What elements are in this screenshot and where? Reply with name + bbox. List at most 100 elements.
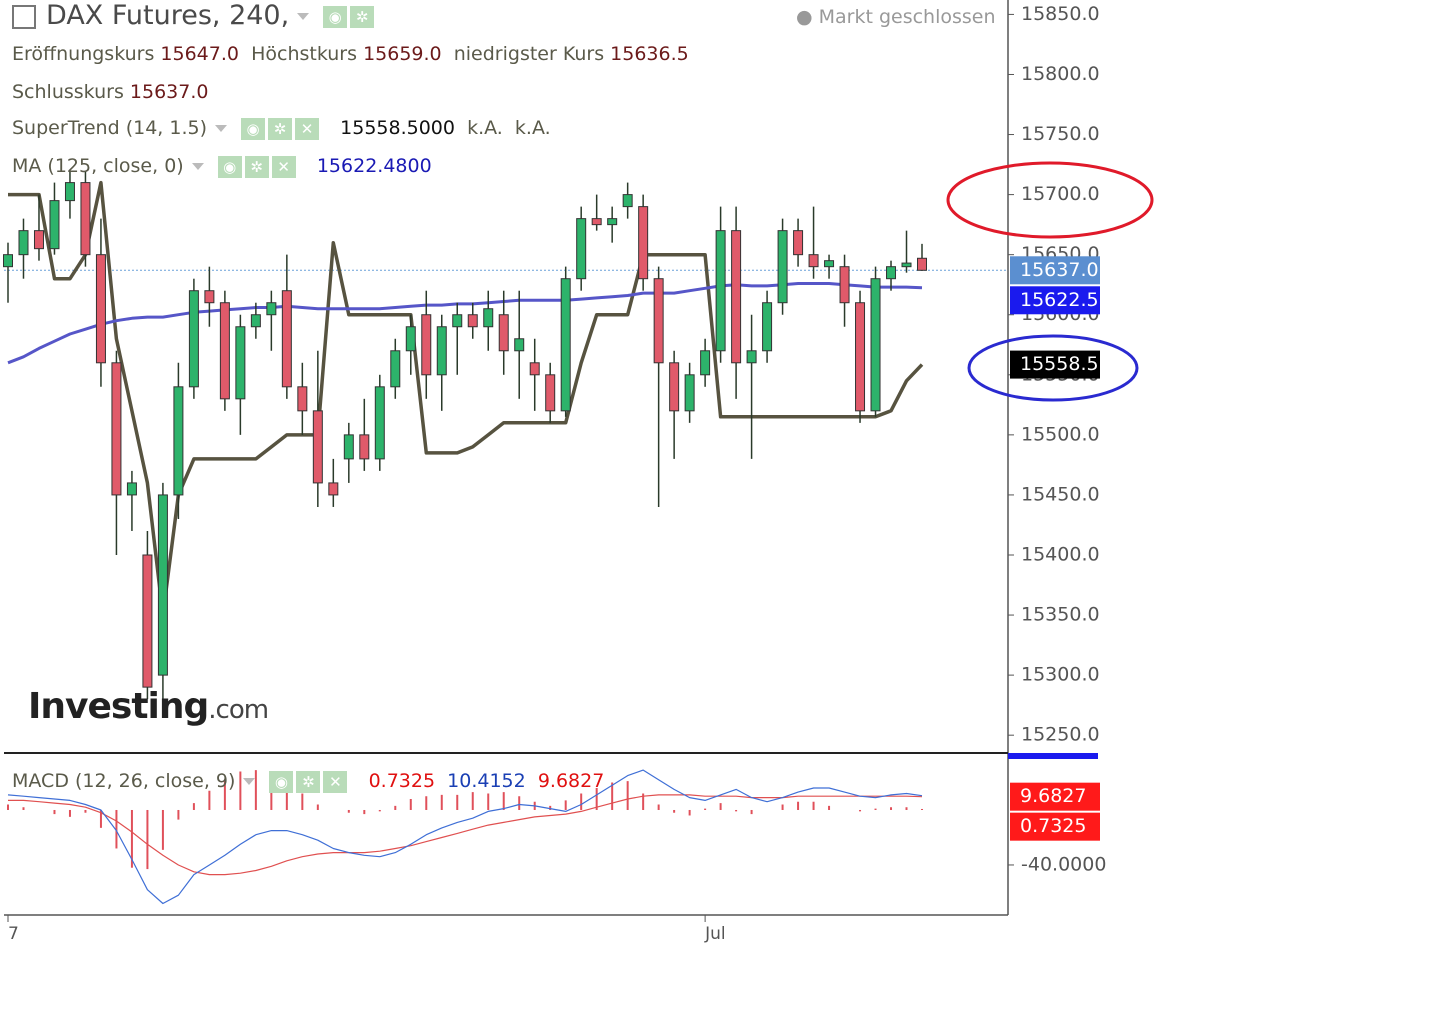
dropdown[interactable] — [297, 13, 310, 20]
candle-body — [591, 218, 602, 226]
candle-body — [901, 262, 912, 268]
market-status: Markt geschlossen — [818, 6, 996, 28]
y-tick-label: 15350.0 — [1021, 604, 1100, 626]
candle-body — [793, 230, 804, 256]
watermark-domain: .com — [208, 695, 269, 725]
annotation-circle — [967, 334, 1139, 402]
price-marker — [1010, 256, 1100, 285]
candle-body — [638, 206, 649, 280]
indicator-name: MACD (12, 26, close, 9) — [12, 770, 236, 792]
eye-icon[interactable]: ◉ — [241, 117, 266, 140]
candle-body — [746, 350, 757, 364]
candle-body — [467, 314, 478, 328]
candle-body — [607, 218, 618, 226]
y-tick-label: 15450.0 — [1021, 483, 1100, 505]
chart-title: DAX Futures, 240, — [46, 0, 290, 31]
dropdown[interactable] — [191, 163, 204, 170]
candle-body — [219, 302, 230, 400]
indicator-value: 15622.4800 — [316, 155, 432, 177]
candle-body — [3, 254, 13, 268]
macd-row: MACD (12, 26, close, 9) ◉ ✲ ✕ 0.7325 10.415… — [12, 770, 604, 793]
candle-body — [328, 482, 339, 496]
candle-body — [560, 278, 571, 412]
candle-body — [545, 374, 556, 412]
collapse-button[interactable] — [12, 4, 36, 29]
ohlc-label: niedrigster Kurs — [453, 43, 605, 65]
y-tick-label: 15300.0 — [1021, 664, 1100, 686]
candle-body — [855, 302, 866, 412]
y-tick-label: 15750.0 — [1021, 123, 1100, 145]
price-marker — [1010, 286, 1100, 315]
dropdown[interactable] — [215, 125, 228, 132]
y-tick-label: 15850.0 — [1021, 3, 1100, 25]
candle-body — [421, 314, 432, 376]
ma-line — [7, 282, 923, 365]
candle-body — [80, 182, 91, 256]
candle-body — [250, 314, 261, 328]
candle-body — [870, 278, 881, 412]
candle-body — [266, 302, 277, 316]
eye-icon[interactable]: ◉ — [323, 5, 348, 28]
candle-body — [669, 362, 680, 412]
gear-icon[interactable]: ✲ — [268, 117, 293, 140]
eye-icon[interactable]: ◉ — [269, 770, 294, 793]
candle-body — [514, 338, 525, 352]
title-row: DAX Futures, 240, ◉ ✲ — [12, 0, 377, 31]
candle-body — [483, 308, 494, 328]
candle-body — [917, 257, 927, 271]
watermark: Investing.com — [28, 686, 269, 727]
candle-body — [343, 434, 354, 460]
ma-row: MA (125, close, 0) ◉ ✲ ✕ 15622.4800 — [12, 155, 432, 178]
candle-body — [405, 326, 416, 352]
candle-body — [529, 362, 540, 376]
candle-body — [188, 290, 199, 388]
indicator-value: 9.6827 — [537, 770, 605, 792]
candle-body — [281, 290, 292, 388]
gear-icon[interactable]: ✲ — [350, 5, 375, 28]
supertrend-row: SuperTrend (14, 1.5) ◉ ✲ ✕ 15558.5000 k.A. … — [12, 117, 551, 140]
indicator-name: MA (125, close, 0) — [12, 155, 184, 177]
candle-body — [359, 434, 370, 460]
watermark-brand: Investing — [28, 686, 209, 727]
eye-icon[interactable]: ◉ — [217, 155, 242, 178]
candle-body — [204, 290, 215, 304]
candle-body — [33, 230, 44, 250]
price-marker-label: 15558.5 — [1020, 353, 1099, 375]
macd-line — [7, 769, 923, 905]
close-icon[interactable]: ✕ — [323, 770, 348, 793]
gear-icon[interactable]: ✲ — [296, 770, 321, 793]
dropdown[interactable] — [243, 778, 256, 785]
candle-body — [374, 386, 385, 460]
ohlc-label: Höchstkurs — [251, 43, 358, 65]
candle-body — [777, 230, 788, 304]
signal-line — [8, 794, 923, 876]
candle-body — [452, 314, 463, 328]
price-marker-label: 0.7325 — [1020, 815, 1086, 837]
candle-body — [390, 350, 401, 388]
price-marker — [1010, 812, 1100, 841]
x-tick-label: Jul — [704, 924, 726, 944]
ohlc-value: 15637.0 — [129, 81, 209, 103]
x-tick-label: 7 — [8, 924, 19, 944]
gear-icon[interactable]: ✲ — [244, 155, 269, 178]
close-icon[interactable]: ✕ — [295, 117, 320, 140]
y-tick-label: 15500.0 — [1021, 423, 1100, 445]
y-tick-label: 15800.0 — [1021, 63, 1100, 85]
price-marker — [1010, 782, 1100, 811]
ohlc-value: 15647.0 — [160, 43, 239, 65]
divider-handle — [1008, 753, 1098, 759]
candle-body — [731, 230, 742, 364]
ohlc-label: Schlusskurs — [12, 81, 124, 103]
close-row: Schlusskurs 15637.0 — [12, 81, 208, 103]
indicator-name: SuperTrend (14, 1.5) — [12, 117, 208, 139]
candle-body — [126, 482, 137, 496]
price-marker-label: 15622.5 — [1020, 289, 1099, 311]
indicator-value: 15558.5000 — [340, 117, 455, 139]
candle-body — [436, 326, 447, 376]
candle-body — [111, 362, 122, 496]
price-marker-label: 9.6827 — [1020, 785, 1086, 807]
candle-body — [622, 194, 633, 208]
close-icon[interactable]: ✕ — [271, 155, 296, 178]
price-marker-label: 15637.0 — [1020, 259, 1099, 281]
candle-body — [824, 260, 835, 268]
